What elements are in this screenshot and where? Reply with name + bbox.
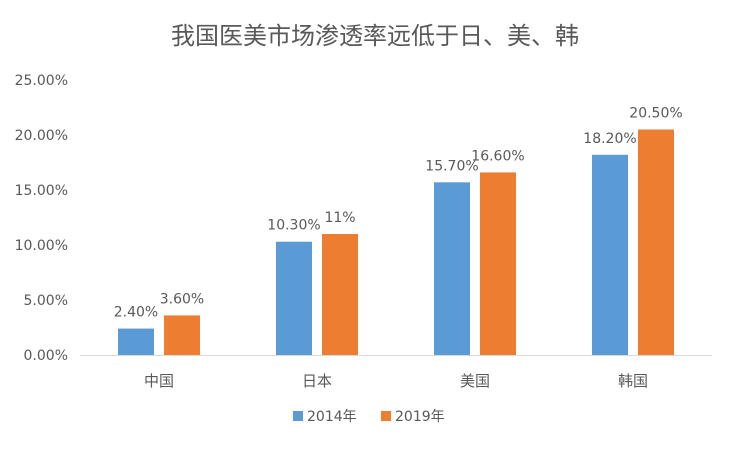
x-category-label: 韩国 xyxy=(618,372,648,390)
bar-series-1 xyxy=(276,241,312,355)
data-label: 20.50% xyxy=(629,106,682,122)
data-label: 3.60% xyxy=(160,291,204,307)
legend-label: 2019年 xyxy=(395,409,445,425)
bar-series-2 xyxy=(322,234,358,355)
x-category-label: 日本 xyxy=(302,372,332,390)
legend-label: 2014年 xyxy=(307,409,357,425)
x-category-label: 中国 xyxy=(144,372,174,390)
bar-series-1 xyxy=(592,154,628,355)
bar-series-2 xyxy=(638,129,674,355)
data-label: 15.70% xyxy=(425,158,478,174)
y-tick-label: 0.00% xyxy=(24,348,68,364)
y-tick-label: 15.00% xyxy=(15,183,68,199)
y-tick-label: 10.00% xyxy=(15,238,68,254)
x-category-label: 美国 xyxy=(460,372,490,390)
data-label: 11% xyxy=(324,210,355,226)
y-tick-label: 20.00% xyxy=(15,128,68,144)
data-label: 18.20% xyxy=(583,131,636,147)
legend-swatch xyxy=(293,411,303,421)
legend-swatch xyxy=(381,411,391,421)
y-tick-label: 25.00% xyxy=(15,73,68,89)
bar-series-2 xyxy=(480,172,516,355)
data-label: 2.40% xyxy=(114,305,158,321)
chart-title: 我国医美市场渗透率远低于日、美、韩 xyxy=(171,22,579,50)
bar-series-1 xyxy=(434,182,470,355)
data-label: 10.30% xyxy=(267,218,320,234)
bar-series-1 xyxy=(118,328,154,355)
y-tick-label: 5.00% xyxy=(24,293,68,309)
data-label: 16.60% xyxy=(471,148,524,164)
bar-series-2 xyxy=(164,315,200,355)
